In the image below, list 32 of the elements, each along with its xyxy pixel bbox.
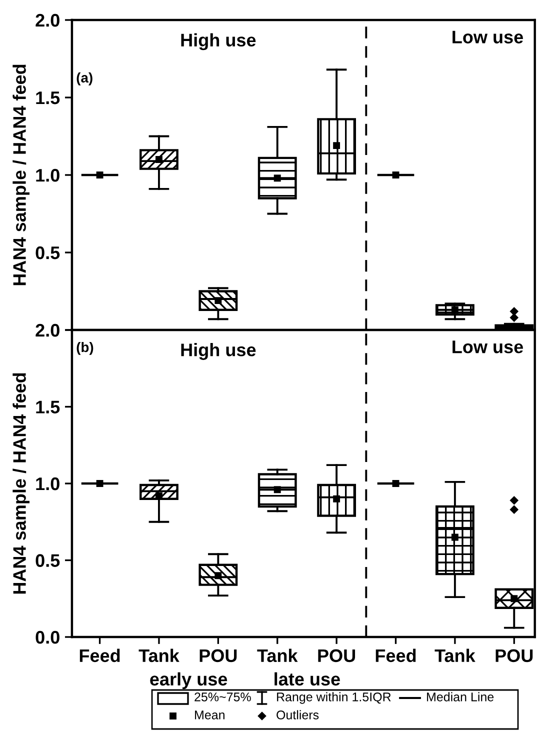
- annotation: Low use: [452, 340, 523, 354]
- y-axis-title: HAN4 sample / HAN4 feed: [12, 373, 30, 594]
- y-tick-label: 2.0: [36, 324, 60, 337]
- text: Mean: [195, 710, 224, 720]
- text: early use: [150, 672, 228, 690]
- annotation: High use: [181, 343, 256, 360]
- x-tick-label: Tank: [257, 648, 298, 662]
- text: Median Line: [427, 692, 494, 702]
- x-tick-label: Tank: [138, 648, 180, 662]
- y-tick-label: 1.0: [36, 477, 60, 490]
- x-tick-label: POU: [318, 649, 356, 662]
- x-tick-label: Feed: [376, 648, 416, 662]
- x-tick-label: Tank: [434, 648, 476, 662]
- text: Range within 1.5IQR: [277, 692, 391, 704]
- x-tick-label: Feed: [80, 648, 120, 662]
- annotation: High use: [181, 33, 256, 50]
- annotation: (b): [76, 342, 94, 355]
- y-tick-label: 2.0: [36, 14, 60, 27]
- text: late use: [274, 672, 340, 686]
- y-tick-label: 0.5: [36, 246, 60, 260]
- annotation: Low use: [452, 30, 523, 44]
- text: Outliers: [276, 710, 319, 720]
- annotation: (a): [76, 72, 92, 86]
- y-tick-label: 0.0: [36, 630, 60, 644]
- x-tick-label: POU: [496, 649, 533, 662]
- y-tick-label: 1.5: [36, 92, 60, 104]
- y-axis-title: HAN4 sample / HAN4 feed: [12, 64, 30, 286]
- text: 25%~75%: [194, 692, 251, 702]
- y-tick-label: 1.5: [36, 400, 60, 414]
- y-tick-label: 1.0: [36, 168, 60, 182]
- y-tick-label: 0.5: [36, 554, 60, 567]
- x-tick-label: POU: [200, 649, 237, 662]
